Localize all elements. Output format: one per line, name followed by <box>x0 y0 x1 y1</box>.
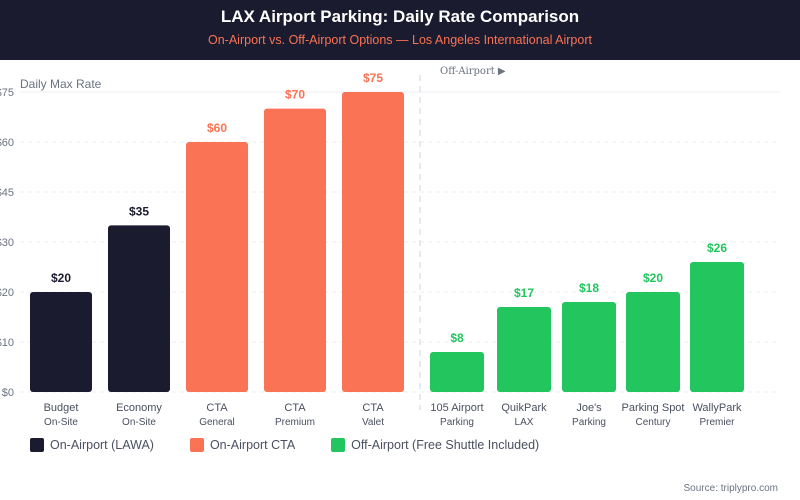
y-tick-label: $0 <box>2 387 14 399</box>
x-tick-label: Parking <box>572 417 606 428</box>
x-tick-label: Valet <box>362 417 384 428</box>
x-tick-label: General <box>199 417 235 428</box>
x-tick-label: On-Site <box>122 417 156 428</box>
x-tick-label: Parking Spot <box>622 402 685 414</box>
legend: On-Airport (LAWA) On-Airport CTA Off-Air… <box>30 438 539 452</box>
y-tick-label: $45 <box>0 187 14 199</box>
data-label: $20 <box>643 271 663 285</box>
y-tick-label: $10 <box>0 337 14 349</box>
x-tick-label: 105 Airport <box>430 402 483 414</box>
legend-item-off-airport: Off-Airport (Free Shuttle Included) <box>331 438 539 452</box>
y-tick-label: $60 <box>0 137 14 149</box>
legend-swatch <box>189 438 204 452</box>
data-label: $26 <box>707 241 727 255</box>
bar <box>264 108 326 393</box>
bar <box>108 225 170 392</box>
x-tick-label: Budget <box>44 402 79 414</box>
x-tick-label: CTA <box>284 402 306 414</box>
bar-chart: $0 $10 $20 $30 $45 $60 $75 Daily Max Rate Off-Ai… <box>0 66 780 428</box>
legend-label: Off-Airport (Free Shuttle Included) <box>351 438 540 452</box>
x-tick-label: Premium <box>275 417 315 428</box>
data-label: $18 <box>579 281 599 295</box>
x-tick-label: WallyPark <box>692 402 742 414</box>
data-label: $60 <box>207 121 227 135</box>
data-label: $20 <box>51 271 71 285</box>
chart-title: LAX Airport Parking: Daily Rate Comparis… <box>220 7 580 26</box>
bar <box>342 92 404 392</box>
legend-item-lawa: On-Airport (LAWA) <box>30 438 154 452</box>
x-tick-label: Parking <box>440 417 474 428</box>
bar <box>497 307 551 392</box>
legend-swatch <box>331 438 346 452</box>
x-tick-label: Premier <box>699 417 735 428</box>
bar <box>430 352 484 392</box>
section-label: Off-Airport ▶ <box>440 66 506 77</box>
legend-label: On-Airport (LAWA) <box>50 438 154 452</box>
legend-swatch <box>30 438 44 452</box>
bar <box>562 302 616 392</box>
bar <box>690 262 744 392</box>
data-label: $8 <box>450 331 464 345</box>
x-tick-label: CTA <box>206 402 228 414</box>
x-tick-label: Joe's <box>576 402 602 414</box>
x-tick-label: LAX <box>515 417 534 428</box>
x-tick-label: Economy <box>116 402 162 414</box>
y-tick-label: $30 <box>0 237 14 249</box>
data-label: $70 <box>285 88 305 102</box>
chart-header: LAX Airport Parking: Daily Rate Comparis… <box>0 0 800 60</box>
x-tick-label: Century <box>635 417 670 428</box>
x-tick-label: QuikPark <box>501 402 547 414</box>
data-label: $35 <box>129 204 149 218</box>
chart-subtitle: On-Airport vs. Off-Airport Options — Los… <box>208 33 592 47</box>
source-note: Source: triplypro.com <box>683 483 778 494</box>
legend-label: On-Airport CTA <box>209 438 296 452</box>
bar <box>30 292 92 392</box>
x-tick-label: On-Site <box>44 417 78 428</box>
y-tick-label: $75 <box>0 87 14 99</box>
legend-item-cta: On-Airport CTA <box>189 438 296 452</box>
y-tick-label: $20 <box>0 287 14 299</box>
bar <box>626 292 680 392</box>
y-axis-label: Daily Max Rate <box>20 77 102 91</box>
x-tick-label: CTA <box>362 402 384 414</box>
data-label: $17 <box>514 286 534 300</box>
bar <box>186 142 248 392</box>
data-label: $75 <box>363 71 383 85</box>
